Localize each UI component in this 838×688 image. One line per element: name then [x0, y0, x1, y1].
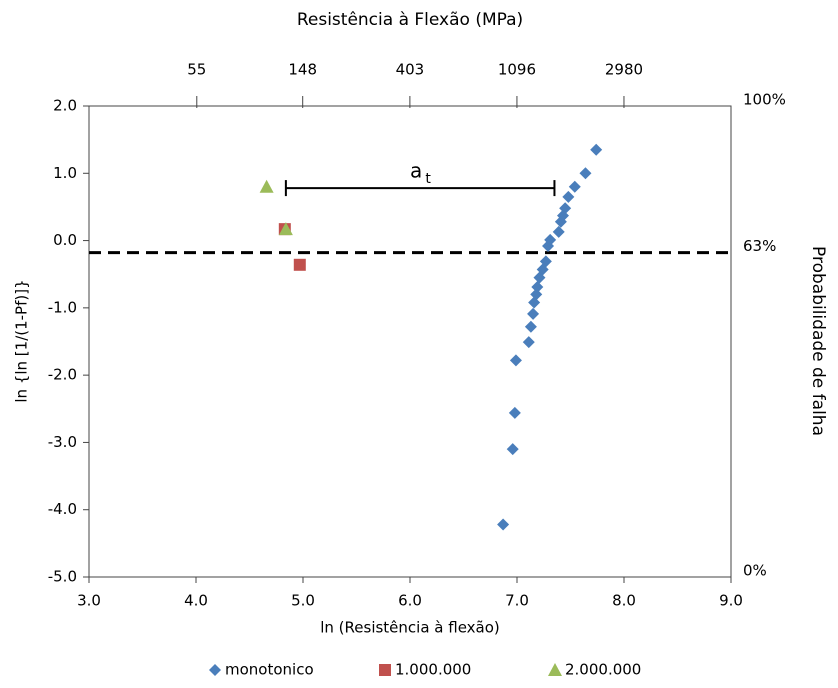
y-tick-label: -2.0 [48, 366, 77, 384]
annotation-subscript: t [425, 171, 431, 187]
data-point [509, 354, 522, 367]
y-tick-label: 1.0 [53, 164, 77, 182]
legend-label: monotonico [225, 661, 314, 679]
x-tick-label: 4.0 [184, 592, 208, 610]
x-tick-label: 6.0 [398, 592, 422, 610]
x-tick-label: 5.0 [291, 592, 315, 610]
annotation-text: a [410, 159, 422, 183]
data-point [552, 225, 565, 238]
y-tick-label: -4.0 [48, 500, 77, 518]
x-tick-label: 8.0 [612, 592, 636, 610]
x-tick-label: 7.0 [505, 592, 529, 610]
data-point [528, 296, 541, 309]
x2-tick-label: 55 [187, 61, 206, 79]
data-point [533, 271, 546, 284]
data-point [531, 280, 544, 293]
data-point [527, 307, 540, 320]
data-point [506, 443, 519, 456]
legend-marker [209, 664, 221, 676]
data-point [508, 406, 521, 419]
chart-title: Resistência à Flexão (MPa) [297, 10, 523, 30]
data-point [554, 215, 567, 228]
y2-tick-label: 0% [743, 562, 767, 580]
x2-tick-label: 2980 [605, 61, 643, 79]
x-tick-label: 9.0 [719, 592, 743, 610]
x2-tick-label: 403 [396, 61, 425, 79]
data-point [524, 320, 537, 333]
legend-label: 2.000.000 [565, 661, 641, 679]
data-point [522, 336, 535, 349]
data-point [568, 180, 581, 193]
data-point [590, 143, 603, 156]
legend-label: 1.000.000 [395, 661, 471, 679]
y2-axis-label: Probabilidade de falha [808, 246, 828, 436]
data-point [562, 190, 575, 203]
x2-tick-label: 1096 [498, 61, 536, 79]
data-point [259, 179, 274, 193]
data-point [293, 258, 306, 271]
y2-tick-label: 63% [743, 237, 776, 255]
y-tick-label: 2.0 [53, 97, 77, 115]
legend-marker [548, 663, 562, 676]
data-point [497, 518, 510, 531]
y-tick-label: -5.0 [48, 568, 77, 586]
x-axis-label: ln (Resistência à flexão) [320, 619, 500, 637]
y2-tick-label: 100% [743, 91, 786, 109]
y-tick-label: -1.0 [48, 298, 77, 316]
y-axis-label: ln {ln [1/(1-Pf)]} [13, 279, 31, 402]
x2-tick-label: 148 [288, 61, 317, 79]
x-tick-label: 3.0 [77, 592, 101, 610]
legend-marker [379, 664, 391, 676]
y-tick-label: 0.0 [53, 231, 77, 249]
data-point [579, 167, 592, 180]
data-point [542, 239, 555, 252]
data-point [278, 222, 293, 236]
y-tick-label: -3.0 [48, 433, 77, 451]
